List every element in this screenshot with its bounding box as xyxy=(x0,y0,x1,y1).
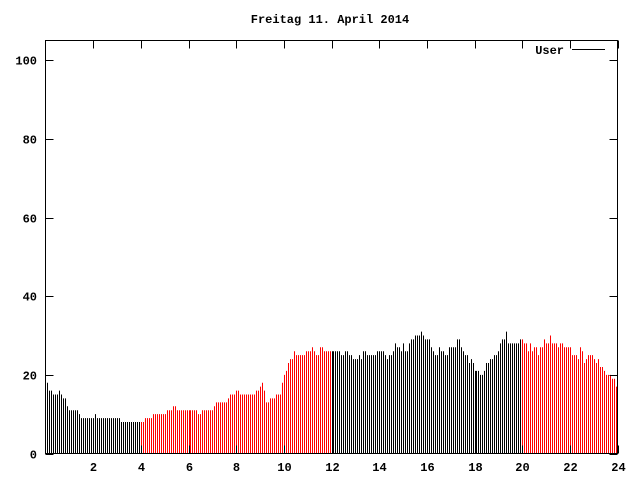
legend: User xyxy=(535,44,605,58)
x-tick-label: 10 xyxy=(277,461,291,475)
x-tick-label: 6 xyxy=(186,461,193,475)
x-tick-label: 22 xyxy=(563,461,577,475)
y-tick-label: 80 xyxy=(23,134,37,148)
x-tick-label: 20 xyxy=(515,461,529,475)
x-tick-label: 2 xyxy=(90,461,97,475)
x-tick-label: 14 xyxy=(372,461,386,475)
y-tick-label: 0 xyxy=(30,449,37,463)
x-tick-label: 18 xyxy=(468,461,482,475)
chart-title: Freitag 11. April 2014 xyxy=(251,13,409,27)
y-tick-label: 40 xyxy=(23,291,37,305)
y-tick-label: 60 xyxy=(23,213,37,227)
x-tick-label: 16 xyxy=(420,461,434,475)
y-tick-label: 20 xyxy=(23,370,37,384)
bars xyxy=(47,331,617,454)
x-tick-label: 8 xyxy=(233,461,240,475)
plot-frame xyxy=(45,40,618,454)
x-tick-label: 12 xyxy=(325,461,339,475)
legend-label: User xyxy=(535,44,564,58)
y-tick-label: 100 xyxy=(15,55,37,69)
x-tick-label: 4 xyxy=(138,461,145,475)
x-tick-label: 24 xyxy=(611,461,625,475)
